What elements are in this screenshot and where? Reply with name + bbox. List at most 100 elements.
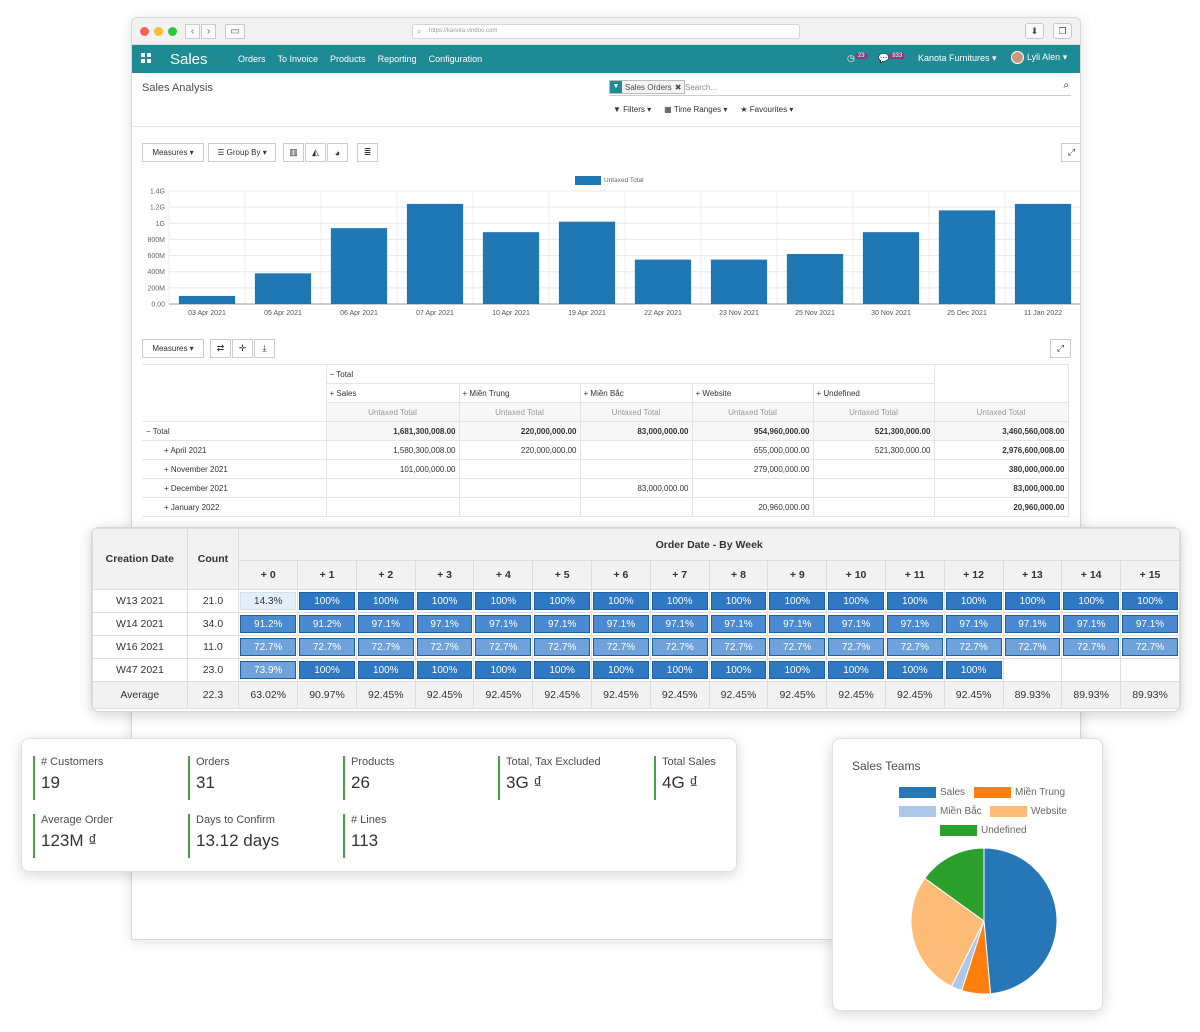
cohort-cell[interactable]: 97.1%: [1002, 612, 1063, 636]
cohort-cell[interactable]: 72.7%: [297, 635, 357, 659]
cohort-cell[interactable]: 100%: [767, 589, 828, 613]
bar[interactable]: [330, 228, 388, 304]
cohort-cell[interactable]: 100%: [591, 589, 651, 613]
line-chart-icon[interactable]: ◭: [305, 143, 326, 162]
expand-all-icon[interactable]: ✛: [232, 339, 253, 358]
search-input[interactable]: Search...: [685, 83, 718, 92]
activity-button[interactable]: ◷ 23: [847, 53, 868, 64]
measure-header[interactable]: Untaxed Total: [933, 402, 1069, 422]
kpi-item[interactable]: Orders 31: [188, 756, 338, 800]
download-icon[interactable]: ⬇: [1025, 23, 1044, 39]
cohort-cell[interactable]: 72.7%: [355, 635, 416, 659]
legend-item-undefined[interactable]: Undefined: [940, 825, 1027, 836]
cohort-cell[interactable]: 91.2%: [238, 612, 299, 636]
cohort-cell[interactable]: 100%: [473, 658, 534, 682]
row-header[interactable]: + November 2021: [142, 459, 327, 479]
pivot-fullscreen-icon[interactable]: ⤢: [1050, 339, 1071, 358]
cohort-cell[interactable]: 97.1%: [884, 612, 945, 636]
kpi-item[interactable]: Products 26: [343, 756, 493, 800]
menu-to-invoice[interactable]: To Invoice: [277, 54, 319, 64]
cohort-cell[interactable]: 100%: [708, 589, 769, 613]
bar[interactable]: [406, 203, 464, 304]
cohort-cell[interactable]: 72.7%: [649, 635, 710, 659]
cohort-cell[interactable]: 72.7%: [767, 635, 828, 659]
download-xlsx-icon[interactable]: ⤓: [254, 339, 275, 358]
bar[interactable]: [710, 259, 768, 304]
measure-header[interactable]: Untaxed Total: [579, 402, 693, 422]
cohort-cell[interactable]: 97.1%: [767, 612, 828, 636]
cohort-cell[interactable]: 97.1%: [532, 612, 593, 636]
cohort-cell[interactable]: 72.7%: [473, 635, 534, 659]
pie-slice[interactable]: [924, 847, 985, 922]
legend-item-sales[interactable]: Sales: [899, 787, 965, 798]
pivot-measures-button[interactable]: Measures ▾: [142, 339, 204, 358]
menu-reporting[interactable]: Reporting: [377, 54, 417, 64]
cohort-cell[interactable]: 100%: [473, 589, 534, 613]
bar-chart-icon[interactable]: ▥: [283, 143, 304, 162]
sidebar-toggle-icon[interactable]: ▭: [225, 24, 245, 39]
favourites-dropdown[interactable]: ★ Favourites ▾: [740, 105, 794, 114]
cohort-cell[interactable]: 100%: [943, 658, 1004, 682]
forward-icon[interactable]: ›: [201, 24, 216, 39]
cohort-cell[interactable]: 91.2%: [297, 612, 357, 636]
back-icon[interactable]: ‹: [185, 24, 200, 39]
measure-header[interactable]: Untaxed Total: [691, 402, 814, 422]
cohort-cell[interactable]: 100%: [767, 658, 828, 682]
cohort-cell[interactable]: 100%: [1120, 589, 1180, 613]
cohort-cell[interactable]: 72.7%: [238, 635, 299, 659]
cohort-cell[interactable]: 97.1%: [708, 612, 769, 636]
pie-slice[interactable]: [983, 847, 1058, 995]
cohort-cell[interactable]: 100%: [591, 658, 651, 682]
cohort-cell[interactable]: 100%: [1061, 589, 1122, 613]
menu-configuration[interactable]: Configuration: [428, 54, 483, 64]
cohort-cell[interactable]: 73.9%: [238, 658, 299, 682]
pivot-group-header[interactable]: + Miền Trung: [458, 383, 581, 403]
cohort-cell[interactable]: 72.7%: [1002, 635, 1063, 659]
bar[interactable]: [938, 210, 996, 304]
cohort-cell[interactable]: 72.7%: [414, 635, 475, 659]
cohort-cell[interactable]: 72.7%: [708, 635, 769, 659]
bar[interactable]: [558, 221, 616, 304]
kpi-item[interactable]: Total, Tax Excluded 3G ₫: [498, 756, 648, 800]
cohort-cell[interactable]: 100%: [1002, 589, 1063, 613]
remove-facet-icon[interactable]: ✖: [674, 82, 682, 92]
cohort-cell[interactable]: 72.7%: [532, 635, 593, 659]
cohort-cell[interactable]: 100%: [884, 589, 945, 613]
flip-axis-icon[interactable]: ⇄: [210, 339, 231, 358]
cohort-cell[interactable]: 100%: [297, 589, 357, 613]
pivot-header-total[interactable]: − Total: [325, 364, 935, 384]
company-switcher[interactable]: Kanota Furnitures ▾: [918, 53, 997, 63]
pie-chart-icon[interactable]: ◕: [327, 143, 348, 162]
cohort-cell[interactable]: 72.7%: [943, 635, 1004, 659]
bar[interactable]: [1014, 203, 1072, 304]
cohort-cell[interactable]: 100%: [532, 658, 593, 682]
cohort-cell[interactable]: 100%: [708, 658, 769, 682]
cohort-cell[interactable]: 100%: [826, 589, 886, 613]
cohort-cell[interactable]: 100%: [649, 658, 710, 682]
cohort-cell[interactable]: 72.7%: [1120, 635, 1180, 659]
cohort-cell[interactable]: 97.1%: [591, 612, 651, 636]
cohort-cell[interactable]: 97.1%: [1061, 612, 1122, 636]
kpi-item[interactable]: Days to Confirm 13.12 days: [188, 814, 338, 858]
cohort-cell[interactable]: 97.1%: [943, 612, 1004, 636]
pie-slice[interactable]: [910, 877, 985, 988]
legend-item-website[interactable]: Website: [990, 806, 1067, 817]
maximize-window-button[interactable]: [168, 27, 177, 36]
row-header[interactable]: + April 2021: [142, 440, 327, 460]
menu-orders[interactable]: Orders: [238, 54, 266, 64]
cohort-cell[interactable]: 97.1%: [355, 612, 416, 636]
stacked-icon[interactable]: ≣: [357, 143, 378, 162]
kpi-item[interactable]: # Lines 113: [343, 814, 493, 858]
cohort-cell[interactable]: 97.1%: [649, 612, 710, 636]
time-ranges-dropdown[interactable]: ▦ Time Ranges ▾: [664, 105, 728, 114]
bar[interactable]: [862, 232, 920, 304]
apps-menu-icon[interactable]: [141, 53, 152, 64]
cohort-cell[interactable]: 97.1%: [1120, 612, 1180, 636]
cohort-cell[interactable]: 100%: [943, 589, 1004, 613]
expand-icon[interactable]: ⤢: [1061, 143, 1080, 162]
user-menu[interactable]: Lyli Alen ▾: [1011, 51, 1067, 64]
cohort-cell[interactable]: 97.1%: [414, 612, 475, 636]
filters-dropdown[interactable]: ▼ Filters ▾: [613, 105, 652, 114]
cohort-cell[interactable]: 97.1%: [826, 612, 886, 636]
measure-header[interactable]: Untaxed Total: [458, 402, 581, 422]
